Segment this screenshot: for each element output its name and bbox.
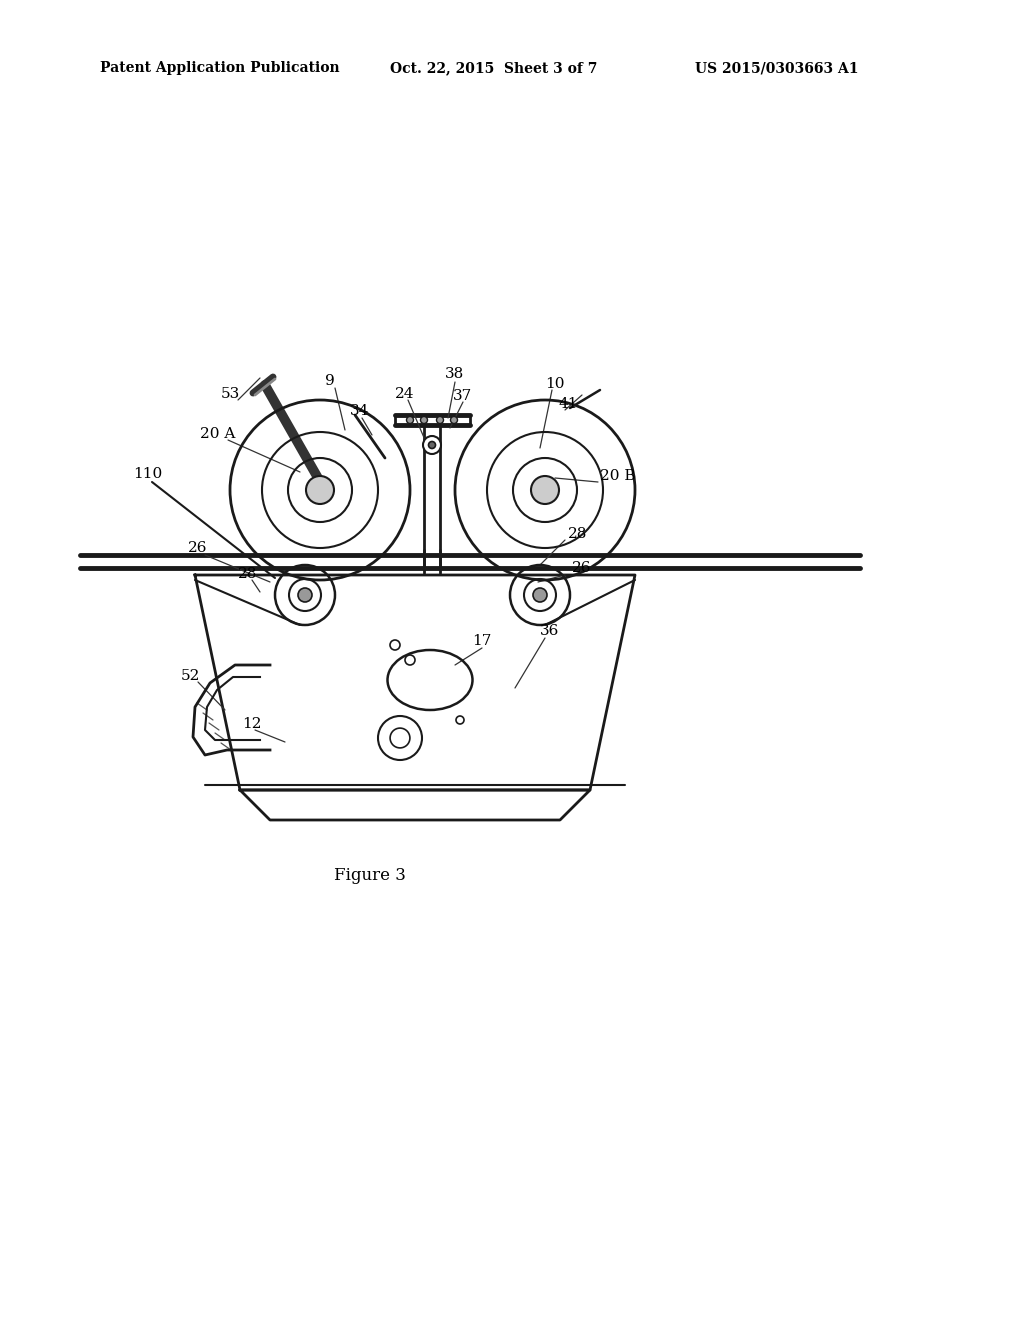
Text: 38: 38: [445, 367, 465, 381]
Text: US 2015/0303663 A1: US 2015/0303663 A1: [695, 61, 858, 75]
Text: 41: 41: [558, 397, 578, 411]
Circle shape: [436, 417, 443, 424]
Circle shape: [407, 417, 414, 424]
Text: 26: 26: [188, 541, 208, 554]
Circle shape: [428, 441, 435, 449]
Text: 12: 12: [243, 717, 262, 731]
Text: 24: 24: [395, 387, 415, 401]
Text: 34: 34: [350, 404, 370, 418]
Text: 17: 17: [472, 634, 492, 648]
Text: 37: 37: [454, 389, 473, 403]
Text: 53: 53: [220, 387, 240, 401]
Text: 28: 28: [239, 568, 258, 581]
Text: 10: 10: [545, 378, 565, 391]
Circle shape: [531, 477, 559, 504]
Text: 110: 110: [133, 467, 163, 480]
Circle shape: [451, 417, 458, 424]
Circle shape: [421, 417, 427, 424]
Circle shape: [298, 587, 312, 602]
Text: 36: 36: [541, 624, 560, 638]
Circle shape: [306, 477, 334, 504]
Circle shape: [534, 587, 547, 602]
Text: 9: 9: [326, 374, 335, 388]
Text: 52: 52: [180, 669, 200, 682]
Circle shape: [423, 436, 441, 454]
Text: Patent Application Publication: Patent Application Publication: [100, 61, 340, 75]
Text: 20 B: 20 B: [600, 469, 636, 483]
Text: Oct. 22, 2015  Sheet 3 of 7: Oct. 22, 2015 Sheet 3 of 7: [390, 61, 597, 75]
Text: 26: 26: [572, 561, 592, 576]
Text: 28: 28: [568, 527, 588, 541]
Text: Figure 3: Figure 3: [334, 866, 406, 883]
Text: 20 A: 20 A: [201, 426, 236, 441]
